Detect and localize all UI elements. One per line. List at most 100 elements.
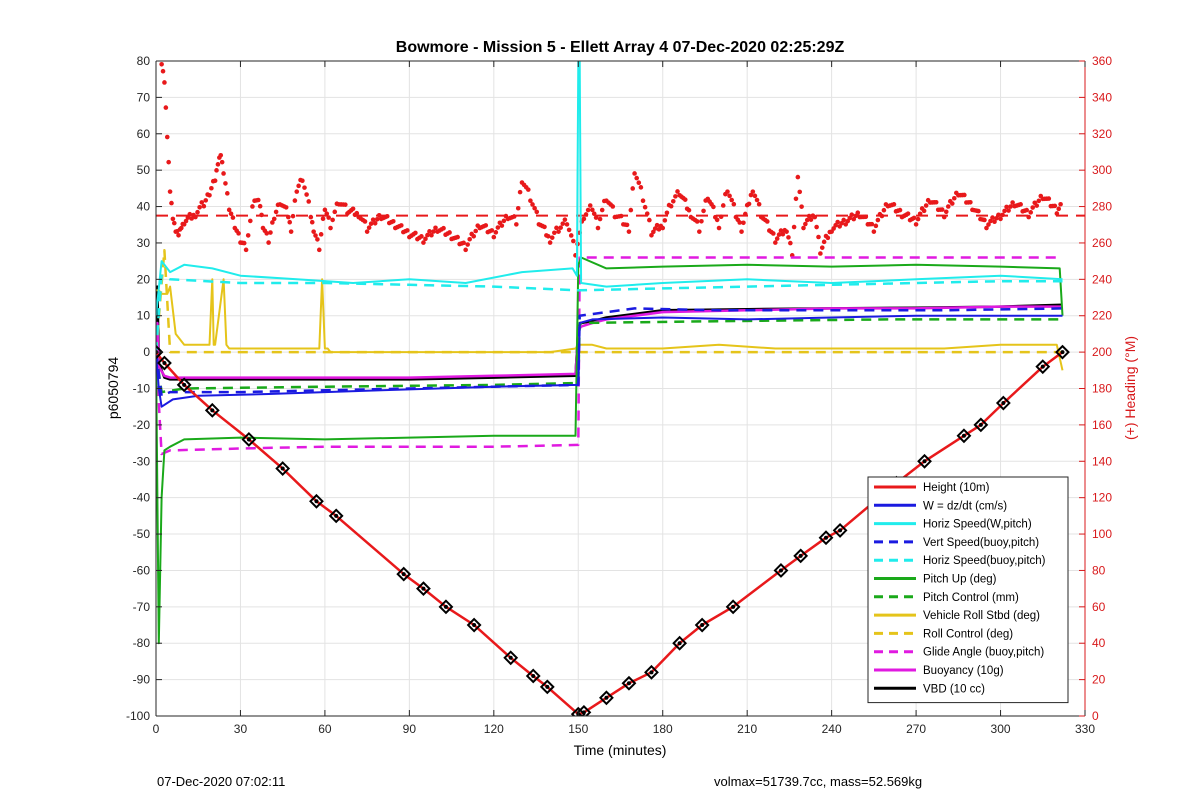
height-marker xyxy=(832,523,848,538)
y-tick-label: 30 xyxy=(137,236,151,250)
footer-vehicle-info: volmax=51739.7cc, mass=52.569kg xyxy=(714,774,923,789)
heading-point xyxy=(771,231,776,236)
heading-point xyxy=(515,205,521,211)
heading-point xyxy=(1006,208,1011,213)
height-marker xyxy=(176,377,192,393)
legend-label: Buoyancy (10g) xyxy=(923,665,1004,677)
heading-point xyxy=(564,222,570,227)
height-marker-dot xyxy=(182,382,187,387)
height-marker xyxy=(956,428,972,444)
height-marker xyxy=(204,402,220,418)
height-marker-dot xyxy=(838,528,843,533)
x-tick-label: 120 xyxy=(484,722,504,736)
heading-point xyxy=(230,215,236,220)
heading-point xyxy=(534,209,540,215)
height-marker-dot xyxy=(778,568,783,573)
heading-point xyxy=(628,207,634,213)
heading-point xyxy=(632,171,637,176)
heading-point xyxy=(793,196,799,202)
heading-point xyxy=(568,233,574,238)
series-vehicle-roll-stbd-deg xyxy=(156,278,1064,371)
heading-point xyxy=(729,197,734,203)
heading-point xyxy=(610,204,616,209)
x-tick-label: 210 xyxy=(737,722,757,736)
heading-point xyxy=(1058,201,1063,207)
height-marker-dot xyxy=(798,553,803,558)
heading-point xyxy=(183,218,189,224)
heading-point xyxy=(804,217,810,223)
heading-point xyxy=(179,225,184,231)
heading-point xyxy=(162,80,167,85)
height-marker xyxy=(599,690,614,706)
heading-point xyxy=(399,223,404,228)
x-tick-label: 30 xyxy=(234,722,248,736)
heading-point xyxy=(933,199,939,205)
heading-point xyxy=(328,225,333,231)
legend-label: W = dz/dt (cm/s) xyxy=(923,500,1007,512)
right-tick-label: 220 xyxy=(1092,309,1112,323)
height-marker-dot xyxy=(677,641,682,646)
heading-point xyxy=(984,225,989,231)
heading-point xyxy=(647,217,652,223)
heading-point xyxy=(812,214,818,220)
heading-point xyxy=(797,189,803,195)
series-horiz-speed-w-pitch xyxy=(156,61,1063,316)
height-marker xyxy=(416,581,431,597)
heading-point xyxy=(290,213,296,219)
heading-point xyxy=(727,193,732,199)
y-tick-label: -30 xyxy=(133,454,151,468)
height-marker-dot xyxy=(978,422,983,427)
height-marker xyxy=(157,355,172,371)
heading-point xyxy=(427,229,432,234)
y-tick-label: -100 xyxy=(126,709,150,723)
heading-point xyxy=(530,202,535,207)
heading-point xyxy=(514,222,519,227)
height-marker xyxy=(725,599,741,615)
heading-point xyxy=(250,204,255,209)
heading-point xyxy=(799,204,804,209)
heading-point xyxy=(711,204,716,210)
heading-point xyxy=(228,211,234,217)
heading-point xyxy=(549,235,555,240)
heading-point xyxy=(835,219,840,225)
right-tick-label: 20 xyxy=(1092,673,1106,687)
y-tick-label: 20 xyxy=(137,272,151,286)
x-tick-label: 270 xyxy=(906,722,926,736)
heading-point xyxy=(447,230,452,235)
heading-point xyxy=(701,208,706,214)
heading-point xyxy=(320,216,326,222)
heading-point xyxy=(212,178,218,184)
heading-point xyxy=(176,233,181,238)
heading-point xyxy=(634,175,639,181)
right-tick-label: 280 xyxy=(1092,200,1112,214)
height-marker-dot xyxy=(472,623,477,628)
right-tick-label: 80 xyxy=(1092,563,1106,577)
heading-point xyxy=(526,187,531,192)
heading-point xyxy=(390,218,396,224)
heading-point xyxy=(511,214,517,219)
legend-label: VBD (10 cc) xyxy=(923,683,985,695)
heading-point xyxy=(547,240,553,245)
y-tick-label: -50 xyxy=(133,527,151,541)
heading-point xyxy=(1010,200,1015,205)
series-pitch-up-deg xyxy=(156,256,1064,645)
height-marker xyxy=(773,563,789,578)
series-w-dz-dt-cm-s xyxy=(156,314,1063,408)
heading-point xyxy=(754,197,760,203)
heading-point xyxy=(187,211,193,217)
heading-point xyxy=(413,230,418,236)
height-marker-dot xyxy=(210,408,215,413)
heading-point xyxy=(814,224,819,230)
height-marker xyxy=(694,617,710,633)
legend-label: Glide Angle (buoy,pitch) xyxy=(923,647,1044,659)
heading-point xyxy=(209,185,214,191)
heading-point xyxy=(682,197,688,202)
right-tick-label: 200 xyxy=(1092,345,1112,359)
heading-point xyxy=(819,245,825,250)
heading-point xyxy=(649,233,654,238)
height-marker xyxy=(621,675,637,691)
x-tick-label: 150 xyxy=(568,722,588,736)
heading-point xyxy=(257,203,263,209)
right-tick-label: 360 xyxy=(1092,54,1112,68)
